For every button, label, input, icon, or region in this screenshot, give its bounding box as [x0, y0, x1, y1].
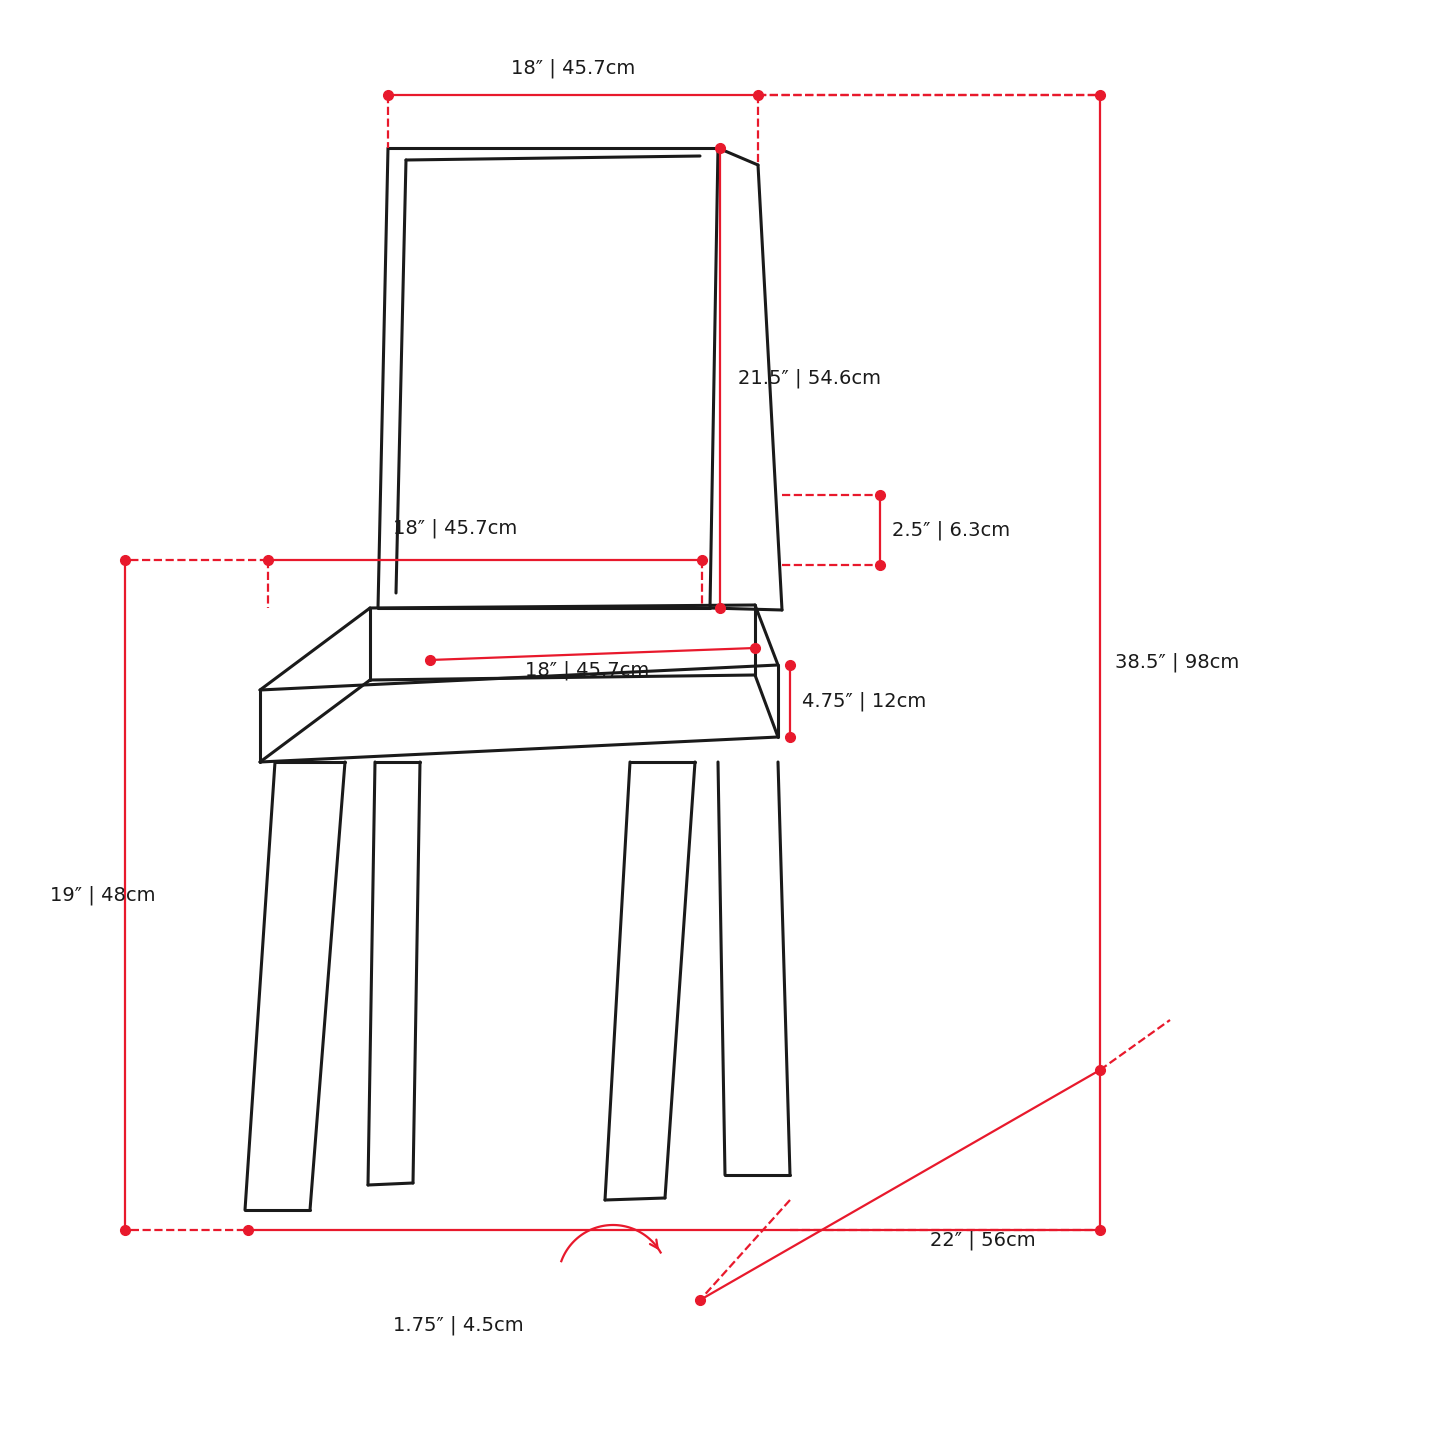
Text: 18″ | 45.7cm: 18″ | 45.7cm — [525, 660, 649, 679]
Text: 4.75″ | 12cm: 4.75″ | 12cm — [802, 691, 926, 711]
Text: 19″ | 48cm: 19″ | 48cm — [51, 886, 156, 905]
Text: 1.75″ | 4.5cm: 1.75″ | 4.5cm — [393, 1315, 523, 1335]
Text: 38.5″ | 98cm: 38.5″ | 98cm — [1116, 652, 1240, 672]
Text: 2.5″ | 6.3cm: 2.5″ | 6.3cm — [892, 520, 1010, 540]
Text: 18″ | 45.7cm: 18″ | 45.7cm — [393, 519, 517, 538]
Text: 22″ | 56cm: 22″ | 56cm — [931, 1230, 1036, 1250]
Text: 21.5″ | 54.6cm: 21.5″ | 54.6cm — [738, 368, 881, 387]
Text: 18″ | 45.7cm: 18″ | 45.7cm — [512, 58, 636, 78]
